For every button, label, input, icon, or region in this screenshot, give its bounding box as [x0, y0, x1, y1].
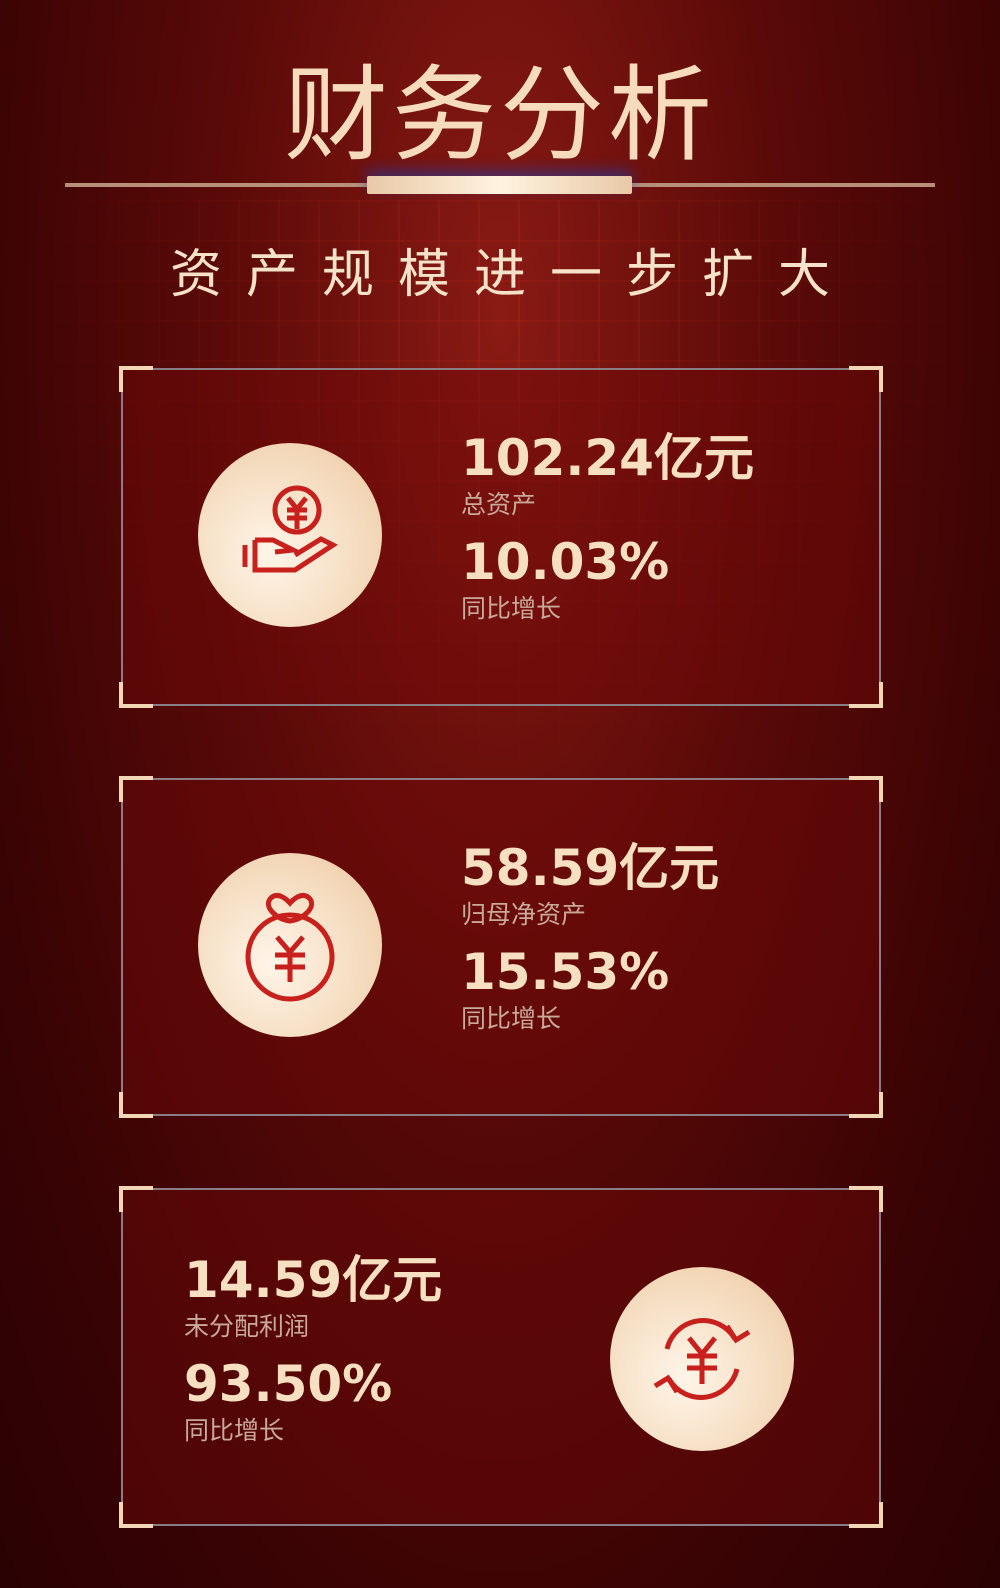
corner-decoration: [119, 776, 153, 802]
undistributed-profit-label: 未分配利润: [184, 1312, 310, 1341]
title-divider-highlight: [367, 176, 632, 194]
money-bag-yuan-icon: [198, 853, 382, 1037]
corner-decoration: [849, 1502, 883, 1528]
card-net-assets: 58.59亿元 归母净资产 15.53% 同比增长: [119, 776, 883, 1118]
background-grid: [0, 200, 1000, 800]
total-assets-growth-label: 同比增长: [461, 594, 562, 623]
card-undistributed-profit: 14.59亿元 未分配利润 93.50% 同比增长: [119, 1186, 883, 1528]
corner-decoration: [119, 1186, 153, 1212]
undistributed-profit-growth: 93.50%: [184, 1355, 393, 1413]
total-assets-growth: 10.03%: [461, 533, 670, 591]
corner-decoration: [119, 1092, 153, 1118]
corner-decoration: [849, 1186, 883, 1212]
corner-decoration: [849, 366, 883, 392]
total-assets-label: 总资产: [461, 490, 537, 519]
net-assets-growth: 15.53%: [461, 943, 670, 1001]
corner-decoration: [849, 776, 883, 802]
net-assets-label: 归母净资产: [461, 900, 587, 929]
page-subtitle: 资产规模进一步扩大: [169, 245, 854, 305]
undistributed-profit-growth-label: 同比增长: [184, 1416, 285, 1445]
corner-decoration: [849, 1092, 883, 1118]
corner-decoration: [849, 682, 883, 708]
yuan-cycle-icon: [610, 1267, 794, 1451]
corner-decoration: [119, 1502, 153, 1528]
card-total-assets: 102.24亿元 总资产 10.03% 同比增长: [119, 366, 883, 708]
page-title: 财务分析: [283, 54, 716, 176]
net-assets-value: 58.59亿元: [461, 839, 720, 897]
undistributed-profit-value: 14.59亿元: [184, 1251, 443, 1309]
total-assets-value: 102.24亿元: [461, 429, 754, 487]
corner-decoration: [119, 366, 153, 392]
net-assets-growth-label: 同比增长: [461, 1004, 562, 1033]
corner-decoration: [119, 682, 153, 708]
hand-yuan-coin-icon: [198, 443, 382, 627]
